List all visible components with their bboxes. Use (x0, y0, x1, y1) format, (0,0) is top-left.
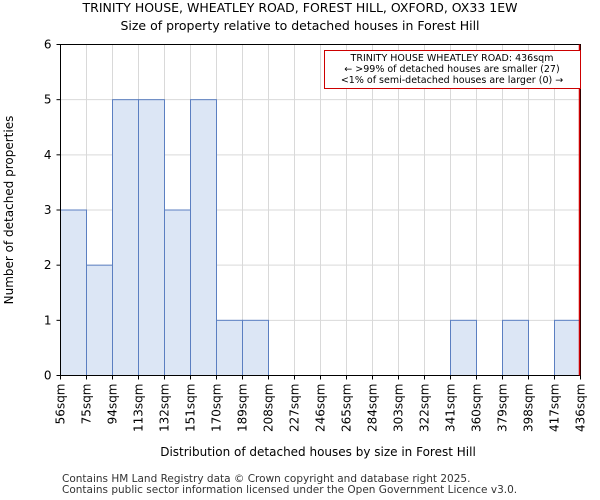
y-tick-label: 6 (44, 38, 52, 52)
histogram-bar (112, 99, 139, 377)
x-axis-label: Distribution of detached houses by size … (160, 445, 476, 459)
annotation-border (324, 50, 581, 89)
x-tick-label: 417sqm (548, 384, 562, 432)
annotation-line-1: TRINITY HOUSE WHEATLEY ROAD: 436sqm (350, 53, 554, 64)
y-tick-label: 0 (44, 369, 52, 383)
annotation-box: TRINITY HOUSE WHEATLEY ROAD: 436sqm ← >9… (324, 50, 581, 89)
x-tick-label: 56sqm (54, 384, 68, 425)
x-tick-label: 170sqm (210, 384, 224, 432)
histogram-bar (190, 99, 217, 377)
x-tick-label: 436sqm (574, 384, 588, 432)
footer-copyright: Contains HM Land Registry data © Crown c… (62, 473, 471, 485)
x-tick-label: 398sqm (522, 384, 536, 432)
y-axis-label: Number of detached properties (2, 116, 16, 305)
histogram-bar (554, 319, 581, 377)
annotation-line-3: <1% of semi-detached houses are larger (… (341, 75, 563, 86)
x-axis-ticks: 56sqm 75sqm 94sqm 113sqm 132sqm 151sqm 170sqm 1… (54, 375, 588, 432)
y-tick-label: 3 (44, 203, 52, 217)
x-tick-label: 265sqm (340, 384, 354, 432)
histogram-bar (450, 319, 477, 377)
x-tick-label: 94sqm (106, 384, 120, 425)
x-tick-label: 132sqm (158, 384, 172, 432)
y-axis-ticks: 0 1 2 3 4 5 6 (44, 38, 61, 383)
x-tick-label: 360sqm (470, 384, 484, 432)
histogram-bar (502, 319, 529, 377)
x-tick-label: 113sqm (132, 384, 146, 432)
x-tick-label: 75sqm (80, 384, 94, 425)
y-tick-label: 5 (44, 93, 52, 107)
histogram-bar (242, 319, 269, 377)
y-tick-label: 1 (44, 313, 52, 327)
histogram-bar (164, 209, 191, 376)
chart-title: TRINITY HOUSE, WHEATLEY ROAD, FOREST HIL… (82, 0, 518, 15)
y-tick-label: 4 (44, 148, 52, 162)
x-tick-label: 189sqm (236, 384, 250, 432)
annotation-line-2: ← >99% of detached houses are smaller (2… (344, 64, 559, 75)
histogram-bar (138, 99, 165, 377)
y-tick-label: 2 (44, 258, 52, 272)
x-tick-label: 303sqm (392, 384, 406, 432)
histogram-bar (86, 264, 113, 376)
x-tick-label: 208sqm (262, 384, 276, 432)
chart-subtitle: Size of property relative to detached ho… (120, 18, 480, 33)
x-tick-label: 246sqm (314, 384, 328, 432)
x-tick-label: 341sqm (444, 384, 458, 432)
x-tick-label: 379sqm (496, 384, 510, 432)
histogram-bar (60, 209, 87, 376)
histogram-bar (216, 319, 243, 377)
x-tick-label: 322sqm (418, 384, 432, 432)
footer-licence: Contains public sector information licen… (62, 484, 518, 496)
x-tick-label: 227sqm (288, 384, 302, 432)
x-tick-label: 284sqm (366, 384, 380, 432)
x-tick-label: 151sqm (184, 384, 198, 432)
